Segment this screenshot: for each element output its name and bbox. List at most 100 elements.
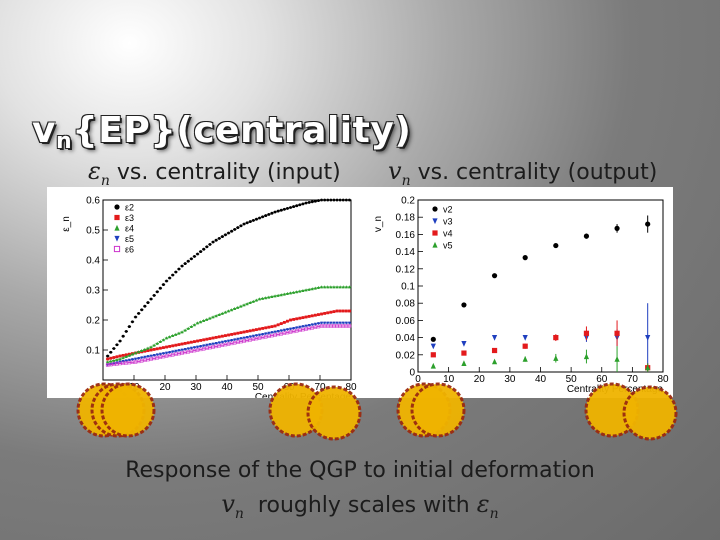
data-point — [230, 338, 234, 343]
data-point — [583, 330, 590, 336]
data-point — [282, 320, 286, 324]
data-point — [180, 342, 184, 346]
data-point — [338, 309, 342, 313]
data-point — [202, 344, 206, 348]
data-point — [186, 259, 190, 263]
data-point — [109, 359, 113, 363]
data-point — [301, 316, 305, 320]
data-point — [301, 288, 305, 293]
data-point — [267, 295, 271, 299]
data-point — [193, 254, 196, 258]
y-tick-label: 0.04 — [396, 333, 416, 344]
data-point — [338, 198, 342, 202]
data-point — [165, 279, 168, 283]
data-point — [522, 255, 528, 261]
data-point — [298, 289, 302, 293]
data-point — [645, 221, 651, 227]
data-point — [183, 347, 187, 352]
data-point — [292, 205, 296, 209]
data-point — [332, 321, 336, 325]
data-point — [245, 329, 249, 333]
data-point — [301, 202, 305, 206]
data-point — [236, 305, 240, 309]
data-point — [208, 242, 212, 246]
data-point — [168, 350, 172, 355]
data-point — [227, 333, 230, 337]
y-tick-label: 0.1 — [401, 282, 415, 293]
data-point — [196, 339, 199, 343]
data-point — [131, 358, 134, 362]
data-point — [239, 337, 243, 341]
data-point — [196, 321, 199, 325]
y-tick-label: 0.16 — [396, 230, 416, 241]
legend-marker — [432, 241, 438, 248]
data-point — [279, 322, 283, 326]
left-plot-caption: εn vs. centrality (input) — [88, 157, 341, 189]
data-point — [341, 309, 345, 313]
data-point — [335, 309, 339, 313]
y-tick-label: 0.08 — [396, 299, 416, 310]
data-point — [180, 330, 184, 334]
data-point — [140, 348, 144, 353]
data-point — [177, 267, 181, 271]
data-point — [230, 308, 234, 312]
data-point — [289, 206, 292, 209]
data-point — [233, 306, 237, 311]
data-point — [583, 353, 590, 360]
data-point — [553, 242, 559, 249]
plots-panel: 0 10 20 30 40 50 60 70 80 0.1 0.2 0.3 0.4 0.5 0.6 Centr… — [47, 187, 673, 398]
bottom-sym1-sub: n — [234, 505, 244, 522]
data-point — [174, 349, 178, 353]
x-tick-label: 10 — [128, 382, 140, 393]
data-point — [162, 283, 165, 287]
data-point — [118, 357, 122, 361]
data-point — [220, 340, 224, 344]
data-point — [326, 321, 330, 325]
data-point — [115, 355, 119, 359]
data-point — [329, 198, 333, 202]
data-point — [233, 332, 237, 336]
data-point — [273, 324, 277, 328]
data-point — [261, 296, 265, 300]
x-tick-label: 60 — [596, 374, 608, 385]
data-point — [292, 326, 296, 331]
x-tick-label: 30 — [190, 382, 202, 393]
data-point — [317, 322, 320, 326]
data-point — [239, 304, 243, 308]
data-point — [307, 200, 311, 204]
data-point — [165, 351, 168, 355]
x-tick-label: 30 — [504, 374, 516, 385]
data-point — [155, 353, 159, 357]
data-point — [143, 304, 147, 308]
data-point — [152, 343, 156, 347]
slide-title: vn{EP}(centrality) — [32, 110, 411, 154]
data-point — [239, 331, 243, 335]
data-point — [205, 343, 209, 347]
data-point — [282, 207, 286, 211]
data-point — [264, 332, 268, 336]
y-axis-label: ε_n — [61, 216, 72, 232]
data-point — [270, 211, 274, 215]
data-point — [211, 240, 215, 244]
legend-marker — [432, 230, 438, 236]
data-point — [183, 262, 187, 266]
legend-label: ε2 — [125, 203, 134, 213]
data-point — [143, 347, 147, 351]
data-point — [189, 346, 193, 350]
data-point — [338, 321, 342, 325]
data-point — [189, 257, 193, 261]
data-point — [323, 311, 327, 315]
data-point — [307, 323, 311, 328]
data-point — [242, 336, 246, 340]
data-point — [348, 198, 351, 202]
data-point — [313, 322, 317, 326]
legend-marker — [114, 235, 120, 242]
data-point — [165, 345, 168, 349]
data-point — [121, 356, 125, 360]
data-point — [236, 331, 240, 335]
data-point — [199, 338, 203, 342]
data-point — [261, 332, 265, 337]
legend-marker — [114, 224, 120, 231]
data-point — [295, 326, 299, 330]
data-point — [267, 212, 271, 216]
